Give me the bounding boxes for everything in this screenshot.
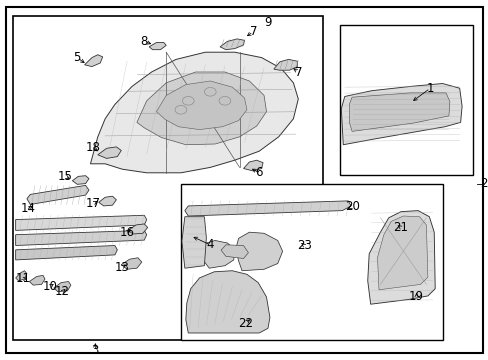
Polygon shape (121, 258, 142, 269)
Polygon shape (184, 201, 350, 216)
Polygon shape (84, 55, 102, 67)
Text: 22: 22 (238, 317, 252, 330)
Text: 11: 11 (16, 273, 30, 285)
Polygon shape (199, 240, 234, 268)
Polygon shape (395, 222, 416, 232)
Polygon shape (349, 93, 449, 131)
Polygon shape (98, 147, 121, 158)
Text: 8: 8 (140, 35, 148, 48)
Polygon shape (16, 215, 146, 230)
Text: 4: 4 (206, 238, 214, 251)
Polygon shape (128, 224, 147, 234)
Polygon shape (27, 185, 89, 204)
Text: 13: 13 (115, 261, 129, 274)
Polygon shape (29, 275, 45, 285)
Polygon shape (182, 217, 206, 268)
Text: 6: 6 (255, 166, 263, 179)
Polygon shape (273, 59, 297, 70)
Text: 19: 19 (408, 291, 423, 303)
Polygon shape (377, 216, 427, 290)
Polygon shape (90, 52, 298, 173)
Text: 15: 15 (58, 170, 72, 183)
Text: 2: 2 (479, 177, 487, 190)
Text: 23: 23 (296, 239, 311, 252)
Bar (181, 184, 442, 340)
Polygon shape (54, 282, 71, 292)
Text: 7: 7 (249, 25, 257, 38)
Polygon shape (72, 176, 89, 184)
Text: 7: 7 (294, 66, 302, 78)
Polygon shape (149, 42, 166, 50)
Text: 14: 14 (21, 202, 36, 215)
Polygon shape (243, 160, 263, 171)
Polygon shape (156, 81, 246, 130)
Polygon shape (185, 271, 269, 333)
Text: 18: 18 (85, 141, 100, 154)
Bar (13, 16, 323, 340)
Polygon shape (16, 246, 117, 260)
Polygon shape (137, 72, 266, 145)
Polygon shape (99, 196, 116, 206)
Text: 20: 20 (344, 201, 359, 213)
Text: 16: 16 (120, 226, 134, 239)
Polygon shape (221, 245, 248, 258)
Text: 17: 17 (85, 197, 100, 210)
Text: 9: 9 (264, 16, 271, 29)
Text: 21: 21 (393, 221, 407, 234)
Polygon shape (16, 230, 146, 246)
Text: 5: 5 (73, 51, 81, 64)
Polygon shape (220, 39, 244, 50)
Text: 12: 12 (55, 285, 70, 298)
Polygon shape (367, 211, 434, 304)
Polygon shape (235, 232, 282, 271)
Bar (339, 25, 472, 175)
Text: 1: 1 (426, 82, 433, 95)
Polygon shape (341, 84, 461, 145)
Text: 10: 10 (43, 280, 58, 293)
Text: 3: 3 (91, 345, 99, 357)
Polygon shape (16, 271, 27, 281)
